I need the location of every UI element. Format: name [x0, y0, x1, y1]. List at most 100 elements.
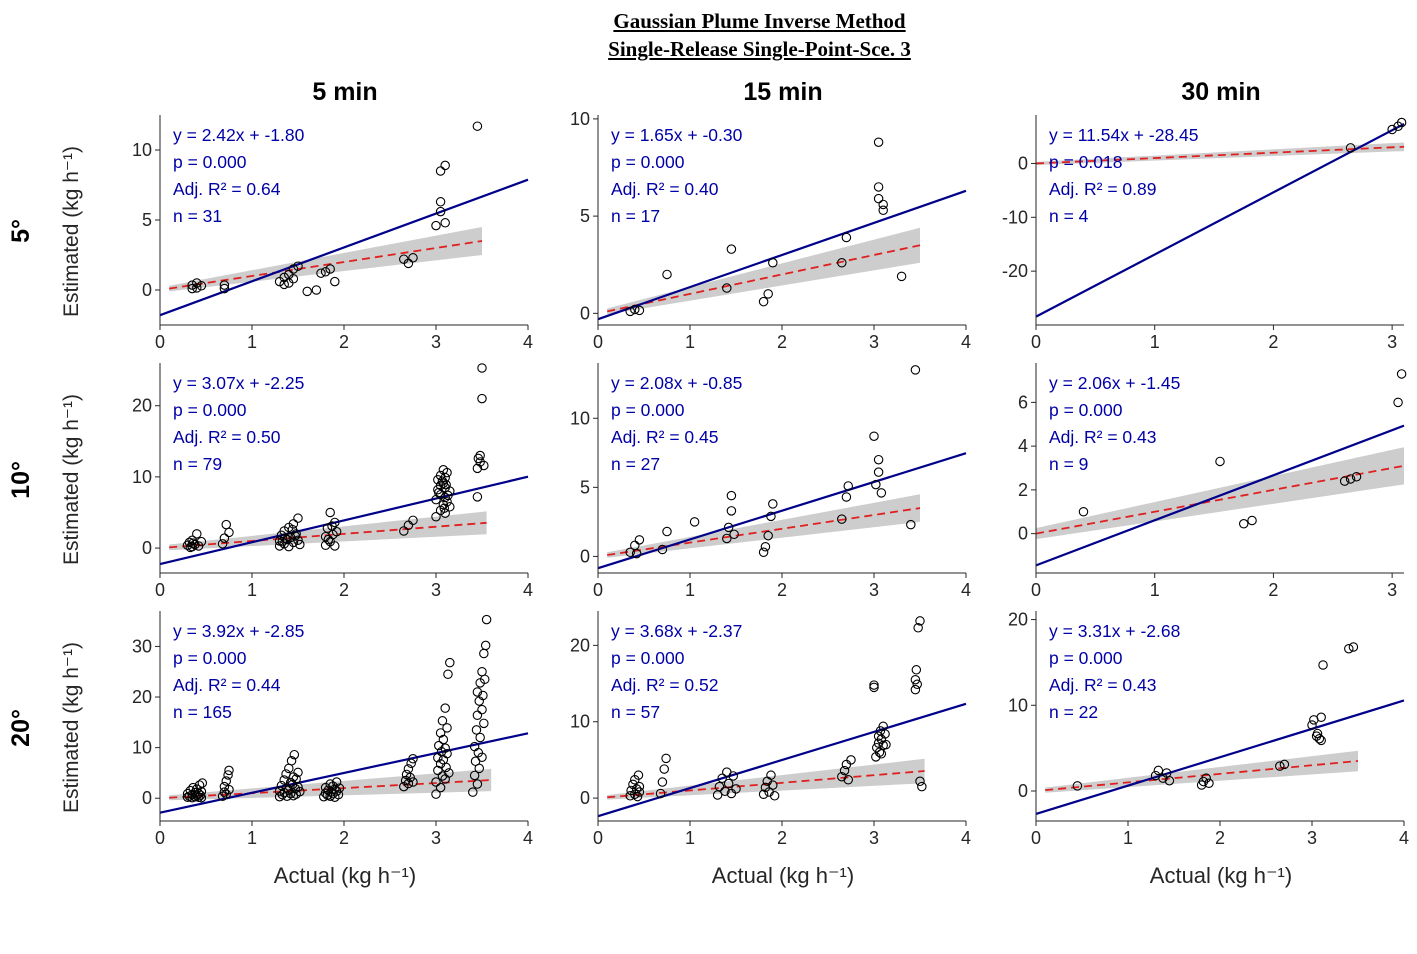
y-axis-label-text: Estimated (kg h⁻¹) [60, 145, 83, 317]
svg-text:-10: -10 [1002, 208, 1028, 228]
y-axis-label-text: Estimated (kg h⁻¹) [60, 393, 83, 565]
svg-text:0: 0 [1018, 524, 1028, 544]
svg-text:0: 0 [142, 280, 152, 300]
svg-text:4: 4 [1399, 828, 1409, 848]
column-header-5min: 5 min [312, 78, 378, 107]
svg-text:n = 31: n = 31 [173, 206, 222, 226]
svg-text:4: 4 [961, 332, 971, 352]
svg-text:4: 4 [523, 580, 533, 600]
svg-text:n = 79: n = 79 [173, 454, 222, 474]
svg-text:n = 165: n = 165 [173, 702, 232, 722]
svg-text:0: 0 [1018, 154, 1028, 174]
svg-text:p = 0.000: p = 0.000 [1049, 400, 1123, 420]
svg-text:5: 5 [580, 207, 590, 227]
svg-text:10: 10 [570, 409, 590, 429]
column-header-30min: 30 min [1181, 78, 1261, 107]
x-axis-label: Actual (kg h⁻¹) [711, 863, 855, 889]
svg-text:3: 3 [1387, 332, 1397, 352]
svg-text:1: 1 [247, 332, 257, 352]
svg-text:0: 0 [1031, 580, 1041, 600]
subplot-10deg-15min: 0 1 2 3 4 0 5 10 y = 2.08x + -0.85 p = 0.000 Adj. … [570, 363, 971, 600]
svg-text:n = 17: n = 17 [611, 206, 660, 226]
svg-text:y = 2.42x + -1.80: y = 2.42x + -1.80 [173, 125, 305, 145]
svg-text:3: 3 [431, 332, 441, 352]
svg-text:4: 4 [961, 580, 971, 600]
svg-text:0: 0 [155, 828, 165, 848]
svg-text:Adj. R² = 0.89: Adj. R² = 0.89 [1049, 179, 1157, 199]
svg-text:Adj. R² = 0.45: Adj. R² = 0.45 [611, 427, 719, 447]
svg-text:Adj. R² = 0.43: Adj. R² = 0.43 [1049, 427, 1157, 447]
svg-text:0: 0 [580, 304, 590, 324]
svg-text:y = 11.54x + -28.45: y = 11.54x + -28.45 [1049, 125, 1199, 145]
svg-text:1: 1 [1150, 580, 1160, 600]
svg-text:10: 10 [1008, 696, 1028, 716]
subplot-5deg-30min: 0 1 2 3 -20 -10 0 y = 11.54x + -28.45 p = 0.018 A… [1002, 115, 1407, 352]
svg-text:2: 2 [777, 332, 787, 352]
svg-text:2: 2 [777, 828, 787, 848]
svg-text:3: 3 [869, 828, 879, 848]
subplot-5deg-15min: 0 1 2 3 4 0 5 10 y = 1.65x + -0.30 p = 0.000 Adj. … [570, 109, 971, 352]
svg-text:0: 0 [1031, 828, 1041, 848]
row-label-20deg-text: 20° [6, 708, 35, 747]
row-label-10deg: 10° [0, 355, 42, 603]
column-header-15min: 15 min [743, 78, 823, 107]
svg-text:1: 1 [685, 580, 695, 600]
svg-text:y = 2.08x + -0.85: y = 2.08x + -0.85 [611, 373, 742, 393]
svg-text:10: 10 [570, 712, 590, 732]
svg-text:Adj. R² = 0.64: Adj. R² = 0.64 [173, 179, 281, 199]
svg-text:n = 9: n = 9 [1049, 454, 1088, 474]
y-axis-label-row2: Estimated (kg h⁻¹) [42, 355, 102, 603]
svg-text:6: 6 [1018, 393, 1028, 413]
svg-text:Adj. R² = 0.52: Adj. R² = 0.52 [611, 675, 719, 695]
figure-title: Gaussian Plume Inverse Method Single-Rel… [102, 0, 1417, 63]
svg-text:4: 4 [1018, 437, 1028, 457]
subplot-grid: 5 min 15 min 30 min 5° Estimated (kg h⁻¹… [0, 73, 1417, 909]
svg-text:y = 3.68x + -2.37: y = 3.68x + -2.37 [611, 621, 742, 641]
svg-text:y = 2.06x + -1.45: y = 2.06x + -1.45 [1049, 373, 1180, 393]
svg-text:3: 3 [1307, 828, 1317, 848]
svg-text:4: 4 [523, 332, 533, 352]
svg-text:p = 0.000: p = 0.000 [173, 400, 247, 420]
row-label-5deg: 5° [0, 107, 42, 355]
svg-text:0: 0 [142, 789, 152, 809]
svg-text:y = 3.07x + -2.25: y = 3.07x + -2.25 [173, 373, 304, 393]
svg-text:p = 0.000: p = 0.000 [611, 648, 685, 668]
svg-text:4: 4 [523, 828, 533, 848]
svg-text:Adj. R² = 0.44: Adj. R² = 0.44 [173, 675, 281, 695]
svg-text:0: 0 [580, 547, 590, 567]
svg-text:p = 0.000: p = 0.000 [1049, 648, 1123, 668]
svg-text:0: 0 [593, 332, 603, 352]
figure-title-line2: Single-Release Single-Point-Sce. 3 [608, 36, 911, 61]
svg-text:2: 2 [1018, 480, 1028, 500]
svg-text:10: 10 [570, 109, 590, 129]
row-label-5deg-text: 5° [6, 219, 35, 244]
svg-text:2: 2 [339, 332, 349, 352]
svg-text:0: 0 [142, 539, 152, 559]
row-label-20deg: 20° [0, 603, 42, 851]
svg-text:1: 1 [685, 828, 695, 848]
svg-text:2: 2 [339, 828, 349, 848]
svg-text:y = 1.65x + -0.30: y = 1.65x + -0.30 [611, 125, 743, 145]
x-axis-label: Actual (kg h⁻¹) [273, 863, 417, 889]
svg-text:Adj. R² = 0.40: Adj. R² = 0.40 [611, 179, 719, 199]
subplot-20deg-15min: 0 1 2 3 4 0 10 20 y = 3.68x + -2.37 p = 0.000 Adj.… [570, 611, 971, 848]
svg-text:20: 20 [1008, 610, 1028, 630]
svg-text:0: 0 [593, 580, 603, 600]
svg-text:0: 0 [580, 789, 590, 809]
svg-text:0: 0 [593, 828, 603, 848]
svg-text:Adj. R² = 0.50: Adj. R² = 0.50 [173, 427, 281, 447]
svg-text:p = 0.000: p = 0.000 [173, 648, 247, 668]
svg-text:1: 1 [247, 580, 257, 600]
svg-text:4: 4 [961, 828, 971, 848]
row-label-10deg-text: 10° [6, 460, 35, 499]
svg-text:2: 2 [1268, 580, 1278, 600]
x-axis-label: Actual (kg h⁻¹) [1149, 863, 1293, 889]
y-axis-label-text: Estimated (kg h⁻¹) [60, 641, 83, 813]
svg-text:n = 4: n = 4 [1049, 206, 1089, 226]
svg-text:3: 3 [431, 828, 441, 848]
svg-text:y = 3.92x + -2.85: y = 3.92x + -2.85 [173, 621, 304, 641]
svg-text:1: 1 [1150, 332, 1160, 352]
subplot-5deg-5min: 0 1 2 3 4 0 5 10 y = 2.42x + -1.80 p = 0.000 Adj. … [132, 115, 533, 352]
svg-text:20: 20 [132, 687, 152, 707]
svg-text:-20: -20 [1002, 262, 1028, 282]
